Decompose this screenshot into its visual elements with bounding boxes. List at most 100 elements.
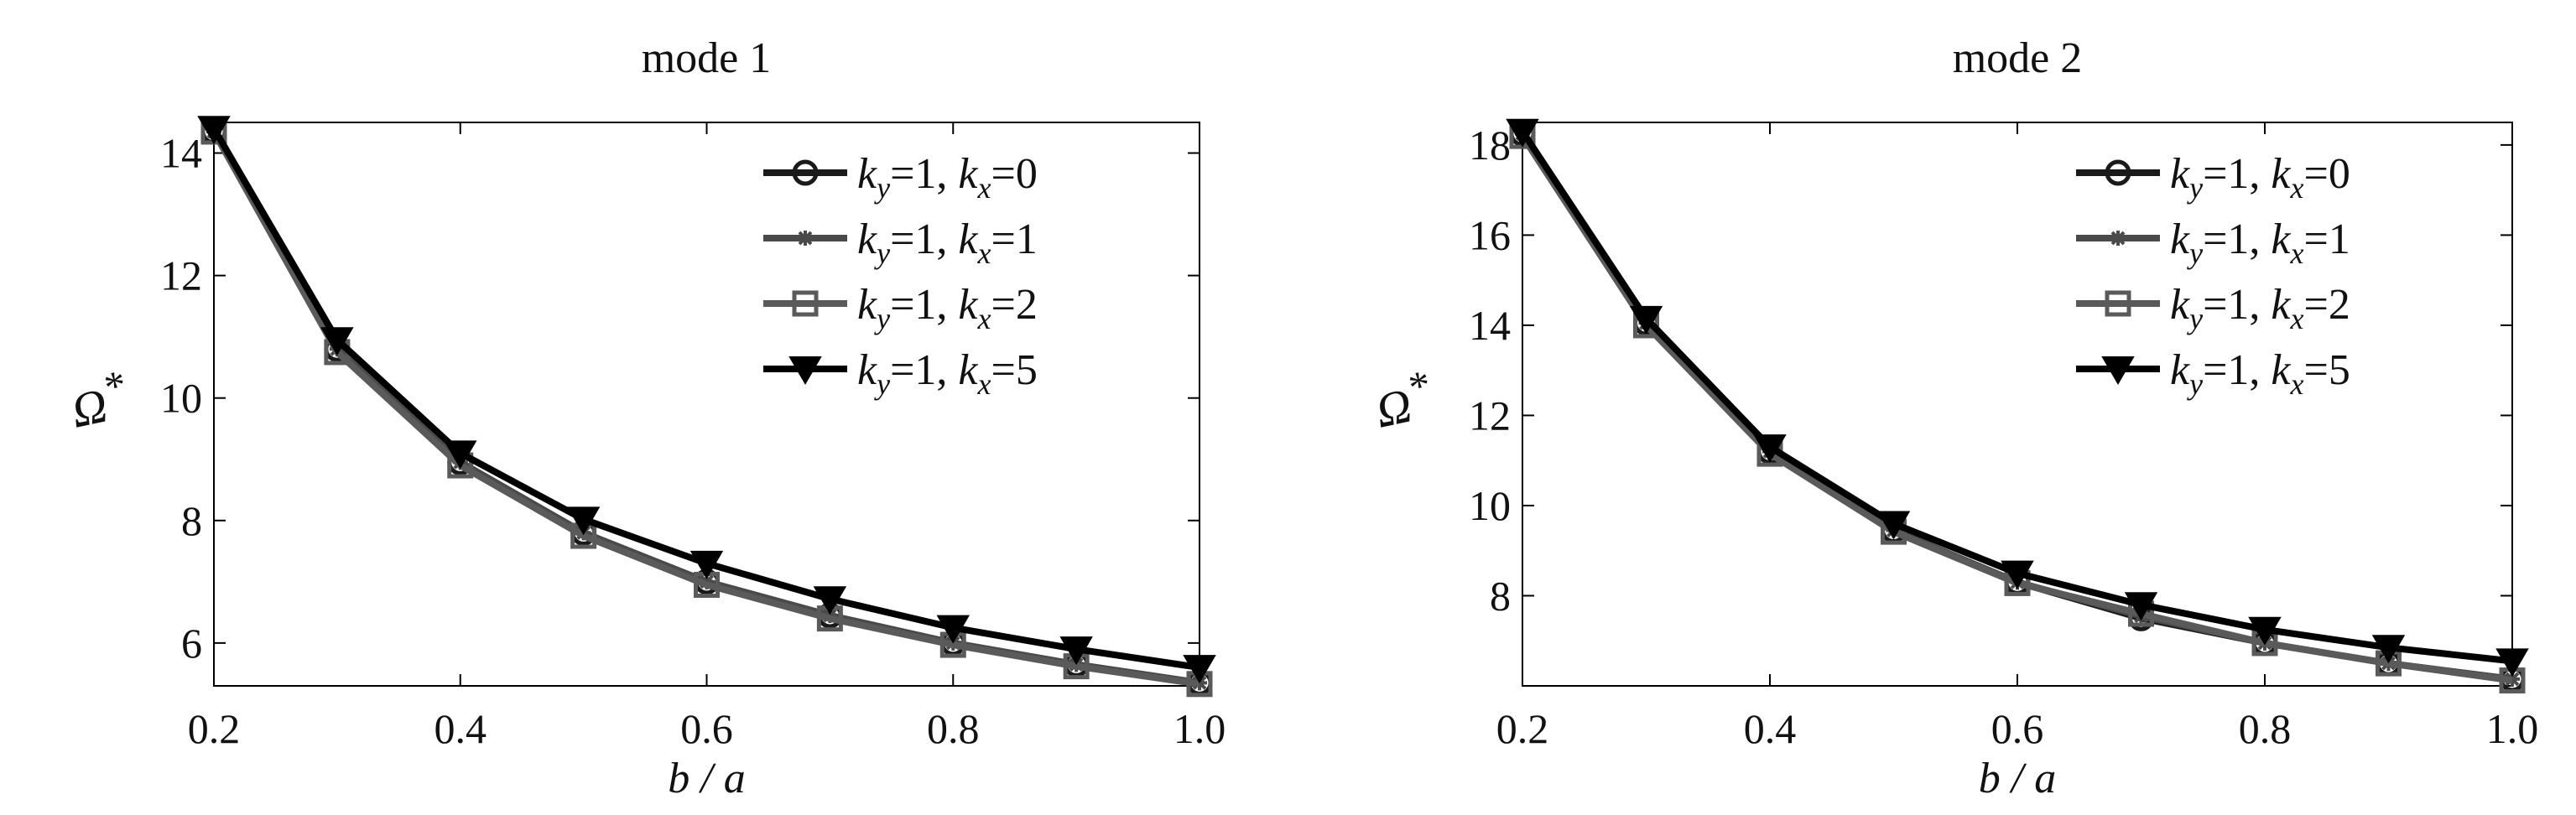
legend-k-symbol: k — [857, 281, 877, 329]
series-line — [1519, 133, 2513, 684]
legend-ky-eq: = — [890, 346, 914, 394]
legend-sep: , — [936, 215, 958, 263]
legend-entry-label: ky=1, kx=1 — [857, 215, 1038, 270]
x-tick-label: 0.6 — [1991, 705, 2044, 752]
legend-k-symbol: k — [2170, 346, 2190, 394]
marker-triangle-down-8 — [1183, 655, 1216, 684]
legend-kx-value: 1 — [1016, 215, 1038, 263]
series-line — [1519, 132, 2513, 683]
marker-triangle-down-1 — [320, 327, 354, 356]
legend-subscript-y: y — [874, 367, 890, 401]
legend-ky-eq: = — [2203, 215, 2227, 263]
legend-ky-value: 1 — [2227, 215, 2249, 263]
legend-subscript-y: y — [2187, 171, 2203, 205]
y-tick-label: 12 — [1469, 392, 1511, 439]
legend-sep: , — [936, 346, 958, 394]
legend-kx-value: 0 — [1016, 150, 1038, 198]
series-4 — [1506, 118, 2529, 677]
marker-triangle-down-1 — [1629, 305, 1663, 335]
legend-kx-eq: = — [991, 281, 1015, 329]
x-tick-label: 0.8 — [2239, 705, 2292, 752]
legend-subscript-x: x — [977, 171, 991, 205]
legend-subscript-y: y — [2187, 236, 2203, 270]
chart-title: mode 2 — [1953, 34, 2083, 82]
marker-triangle-down-6 — [2248, 616, 2282, 646]
series-4 — [197, 116, 1216, 684]
y-tick-label: 18 — [1469, 122, 1511, 169]
legend-ky-eq: = — [890, 281, 914, 329]
legend-entry-label: ky=1, kx=5 — [2170, 346, 2350, 401]
legend-kx-eq: = — [991, 150, 1015, 198]
legend-subscript-y: y — [874, 302, 890, 335]
x-tick-label: 0.2 — [188, 705, 241, 752]
legend-entry-label: ky=1, kx=5 — [857, 346, 1038, 401]
legend-kx-eq: = — [2303, 346, 2328, 394]
legend-kx-eq: = — [991, 346, 1015, 394]
plot-frame — [1522, 122, 2513, 687]
y-tick-label: 10 — [160, 375, 202, 422]
legend-subscript-x: x — [2290, 367, 2304, 401]
x-tick-label: 0.8 — [927, 705, 980, 752]
legend-subscript-y: y — [874, 236, 890, 270]
marker-triangle-down-0 — [197, 116, 231, 145]
x-axis-label: b / a — [668, 755, 745, 802]
legend-ky-eq: = — [2203, 346, 2227, 394]
legend-ky-eq: = — [890, 150, 914, 198]
legend-kx-eq: = — [991, 215, 1015, 263]
x-tick-label: 1.0 — [2486, 705, 2539, 752]
legend-kx-value: 5 — [1016, 346, 1038, 394]
marker-triangle-down-2 — [444, 440, 477, 470]
x-tick-label: 0.4 — [435, 705, 487, 752]
legend-kx-eq: = — [2303, 215, 2328, 263]
legend-k-symbol: k — [2170, 281, 2190, 329]
legend-k-symbol: k — [857, 215, 877, 263]
legend-subscript-x: x — [977, 367, 991, 401]
y-tick-label: 14 — [160, 130, 202, 177]
legend-ky-eq: = — [2203, 150, 2227, 198]
legend-entry-label: ky=1, kx=0 — [857, 150, 1038, 205]
marker-triangle-down-4 — [690, 550, 724, 579]
marker-triangle-down-8 — [2495, 648, 2529, 677]
legend-kx-value: 2 — [2329, 281, 2350, 329]
y-tick-label: 6 — [181, 620, 202, 667]
y-tick-label: 10 — [1469, 482, 1511, 529]
marker-circle-legend-0 — [792, 159, 819, 186]
legend-ky-value: 1 — [2227, 281, 2249, 329]
marker-triangle-down-7 — [1059, 636, 1093, 666]
marker-triangle-down-legend-3 — [788, 356, 822, 385]
legend-sep: , — [2249, 346, 2271, 394]
legend-subscript-y: y — [2187, 302, 2203, 335]
x-tick-label: 0.6 — [680, 705, 733, 752]
legend-k-symbol: k — [2170, 215, 2190, 263]
marker-triangle-down-5 — [813, 586, 847, 615]
legend-k-symbol: k — [2271, 215, 2291, 263]
legend-k-symbol: k — [2271, 150, 2291, 198]
legend-subscript-x: x — [977, 302, 991, 335]
legend-k-symbol: k — [958, 150, 978, 198]
legend-sep: , — [2249, 215, 2271, 263]
legend-subscript-x: x — [977, 236, 991, 270]
marker-triangle-down-0 — [1506, 118, 1539, 148]
y-axis-label: Ω* — [1368, 361, 1437, 439]
legend-kx-eq: = — [2303, 150, 2328, 198]
y-tick-label: 8 — [181, 497, 202, 544]
legend-entry-label: ky=1, kx=2 — [2170, 281, 2350, 335]
legend-subscript-x: x — [2290, 171, 2304, 205]
legend-sep: , — [936, 150, 958, 198]
legend-k-symbol: k — [857, 346, 877, 394]
legend-kx-value: 2 — [1016, 281, 1038, 329]
legend-ky-value: 1 — [914, 215, 936, 263]
marker-triangle-down-legend-3 — [2101, 356, 2135, 385]
legend-kx-value: 1 — [2329, 215, 2350, 263]
legend-subscript-y: y — [874, 171, 890, 205]
legend-entry-label: ky=1, kx=1 — [2170, 215, 2350, 270]
y-tick-label: 12 — [160, 252, 202, 299]
marker-square-legend-2 — [2105, 290, 2131, 317]
legend: ky=1, kx=0ky=1, kx=1ky=1, kx=2ky=1, kx=5 — [763, 150, 1038, 401]
legend-ky-eq: = — [890, 215, 914, 263]
series-3 — [200, 118, 1213, 698]
marker-circle-legend-0 — [2105, 159, 2131, 186]
series-line — [1519, 132, 2513, 683]
legend-k-symbol: k — [2170, 150, 2190, 198]
y-tick-label: 8 — [1490, 572, 1511, 619]
